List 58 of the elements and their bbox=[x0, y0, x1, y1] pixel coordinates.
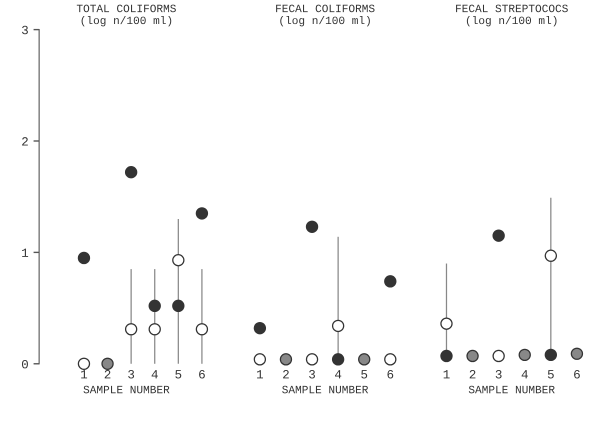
point bbox=[544, 348, 558, 362]
point bbox=[358, 353, 370, 366]
chart-title: TOTAL COLIFORMS (log n/100 ml) bbox=[76, 4, 176, 26]
point bbox=[466, 350, 479, 362]
point bbox=[254, 322, 266, 334]
point bbox=[306, 353, 318, 366]
point bbox=[148, 300, 161, 312]
x-tick-label: 2 bbox=[283, 370, 289, 378]
x-axis-title: SAMPLE NUMBER bbox=[468, 386, 555, 394]
point bbox=[172, 254, 185, 266]
x-tick-label: 1 bbox=[257, 370, 264, 378]
point bbox=[440, 318, 453, 330]
point bbox=[148, 323, 161, 336]
x-tick-label: 3 bbox=[496, 370, 502, 379]
x-tick-label: 3 bbox=[309, 370, 315, 379]
x-axis-title: SAMPLE NUMBER bbox=[84, 386, 170, 394]
chart-title: FECAL STREPTOCOCS (log n/100 ml) bbox=[456, 4, 568, 26]
y-tick-label: 0 bbox=[22, 360, 28, 368]
point bbox=[440, 350, 453, 362]
x-tick-label: 1 bbox=[444, 370, 450, 378]
point bbox=[124, 166, 138, 178]
point bbox=[518, 348, 531, 362]
point bbox=[332, 320, 344, 332]
point bbox=[196, 323, 208, 336]
point bbox=[254, 353, 266, 366]
x-tick-label: 4 bbox=[335, 370, 342, 378]
x-tick-label: 5 bbox=[548, 370, 554, 379]
chart-title: FECAL COLIFORMS (log n/100 ml) bbox=[276, 4, 375, 26]
x-tick-label: 6 bbox=[574, 370, 580, 379]
x-tick-label: 6 bbox=[199, 370, 205, 379]
point bbox=[124, 323, 138, 336]
x-tick-label: 4 bbox=[522, 370, 528, 378]
point bbox=[384, 275, 396, 288]
point bbox=[101, 358, 114, 370]
x-tick-label: 2 bbox=[104, 370, 110, 378]
point bbox=[280, 353, 292, 366]
point bbox=[544, 250, 558, 262]
y-tick-label: 1 bbox=[22, 248, 28, 257]
y-tick-label: 3 bbox=[22, 26, 28, 34]
point bbox=[332, 353, 344, 366]
point bbox=[492, 350, 505, 362]
x-tick-label: 6 bbox=[387, 370, 394, 379]
point bbox=[492, 230, 505, 242]
point bbox=[196, 207, 208, 220]
y-tick-label: 2 bbox=[22, 137, 28, 146]
point bbox=[306, 220, 318, 233]
x-tick-label: 4 bbox=[152, 370, 158, 378]
point bbox=[78, 252, 90, 264]
point bbox=[172, 300, 185, 312]
x-tick-label: 1 bbox=[81, 370, 88, 378]
point bbox=[570, 348, 584, 360]
x-tick-label: 5 bbox=[175, 370, 182, 379]
x-tick-label: 5 bbox=[361, 370, 368, 379]
point bbox=[78, 358, 90, 370]
x-tick-label: 2 bbox=[470, 370, 476, 378]
point bbox=[384, 353, 396, 366]
x-tick-label: 3 bbox=[128, 370, 134, 379]
x-axis-title: SAMPLE NUMBER bbox=[282, 386, 368, 394]
